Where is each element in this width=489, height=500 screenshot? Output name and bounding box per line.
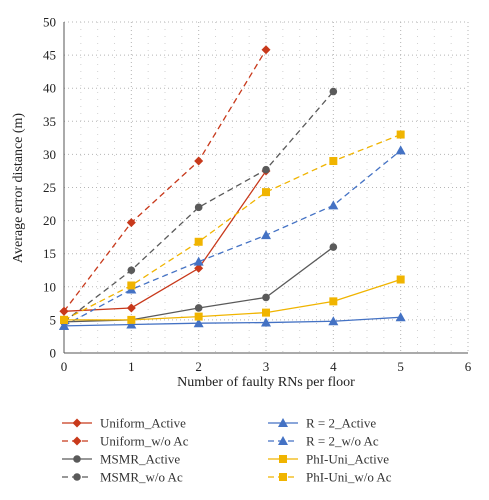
data-point xyxy=(395,145,406,155)
series-group xyxy=(59,45,406,330)
series-line xyxy=(63,316,401,327)
y-tick-label: 20 xyxy=(43,213,56,228)
series xyxy=(60,130,405,324)
data-point xyxy=(194,312,203,321)
legend-swatch-marker xyxy=(278,418,288,427)
legend-swatch-marker xyxy=(278,436,288,445)
data-point xyxy=(127,315,136,324)
data-point xyxy=(329,297,338,306)
data-point xyxy=(396,275,405,284)
series xyxy=(59,166,271,316)
legend-swatch-marker xyxy=(73,473,81,481)
y-tick-label: 45 xyxy=(43,48,56,63)
x-tick-label: 1 xyxy=(128,359,135,374)
axes xyxy=(63,22,468,354)
y-tick-label: 30 xyxy=(43,147,56,162)
legend-label: Uniform_Active xyxy=(100,416,186,431)
data-point xyxy=(194,156,204,166)
y-tick-label: 15 xyxy=(43,246,56,261)
legend-swatch-marker xyxy=(73,455,81,463)
y-tick-label: 0 xyxy=(50,346,57,361)
x-axis-label: Number of faulty RNs per floor xyxy=(177,375,355,390)
series xyxy=(59,45,271,316)
legend-label: R = 2_Active xyxy=(306,416,376,431)
x-tick-label: 0 xyxy=(61,359,68,374)
legend-label: MSMR_w/o Ac xyxy=(100,470,183,485)
legend-item: R = 2_w/o Ac xyxy=(268,434,379,449)
data-point xyxy=(261,45,271,55)
y-axis-label: Average error distance (m) xyxy=(11,113,26,263)
data-point xyxy=(59,320,69,330)
data-point xyxy=(329,157,338,166)
legend-label: MSMR_Active xyxy=(100,452,180,467)
legend-item: Uniform_Active xyxy=(62,416,186,431)
data-point xyxy=(59,306,69,316)
series-line xyxy=(64,278,401,321)
legend-swatch-marker xyxy=(72,436,82,446)
data-point xyxy=(328,200,339,210)
legend-item: MSMR_Active xyxy=(62,452,180,467)
data-point xyxy=(126,319,137,329)
legend-swatch-marker xyxy=(279,473,287,481)
data-point xyxy=(261,317,271,327)
x-tick-label: 5 xyxy=(397,359,404,374)
legend-label: PhI-Uni_Active xyxy=(306,452,389,467)
legend-swatch-marker xyxy=(72,418,82,428)
y-tick-label: 50 xyxy=(43,15,56,30)
data-point xyxy=(262,165,270,174)
grid xyxy=(63,21,469,354)
x-tick-label: 6 xyxy=(465,359,472,374)
series-line xyxy=(63,49,267,312)
data-point xyxy=(126,218,136,228)
legend-swatch-marker xyxy=(279,455,287,463)
y-tick-label: 5 xyxy=(50,312,57,327)
data-point xyxy=(60,315,68,324)
legend-label: Uniform_w/o Ac xyxy=(100,434,189,449)
legend-label: PhI-Uni_w/o Ac xyxy=(306,470,392,485)
data-point xyxy=(194,304,203,312)
data-point xyxy=(328,316,339,326)
y-tick-label: 40 xyxy=(43,81,56,96)
data-point xyxy=(194,203,203,212)
series-line xyxy=(63,170,267,312)
x-tick-label: 3 xyxy=(263,359,270,374)
y-tick-label: 25 xyxy=(43,180,56,195)
data-point xyxy=(127,266,136,275)
data-point xyxy=(193,318,204,328)
x-tick-label: 2 xyxy=(195,359,202,374)
legend-item: PhI-Uni_w/o Ac xyxy=(268,470,392,485)
data-point xyxy=(193,256,204,266)
data-point xyxy=(262,308,270,317)
legend-item: R = 2_Active xyxy=(268,416,376,431)
legend-label: R = 2_w/o Ac xyxy=(306,434,379,449)
data-point xyxy=(261,230,271,240)
data-point xyxy=(126,303,136,313)
data-point xyxy=(262,293,270,302)
x-tick-label: 4 xyxy=(330,359,337,374)
data-point xyxy=(329,243,338,251)
data-point xyxy=(194,263,204,273)
y-tick-label: 10 xyxy=(43,279,56,294)
series-line xyxy=(63,133,401,321)
data-point xyxy=(395,312,406,322)
legend-item: PhI-Uni_Active xyxy=(268,452,389,467)
series xyxy=(60,87,338,326)
legend-item: Uniform_w/o Ac xyxy=(62,434,189,449)
series xyxy=(59,145,406,330)
data-point xyxy=(194,237,203,246)
legend: Uniform_Active Uniform_w/o Ac MSMR_Active M… xyxy=(62,416,392,485)
y-tick-label: 35 xyxy=(43,114,56,129)
series-line xyxy=(63,149,402,327)
data-point xyxy=(396,130,405,139)
legend-item: MSMR_w/o Ac xyxy=(62,470,183,485)
data-point xyxy=(329,87,338,96)
data-point xyxy=(127,281,136,290)
data-point xyxy=(262,188,270,197)
